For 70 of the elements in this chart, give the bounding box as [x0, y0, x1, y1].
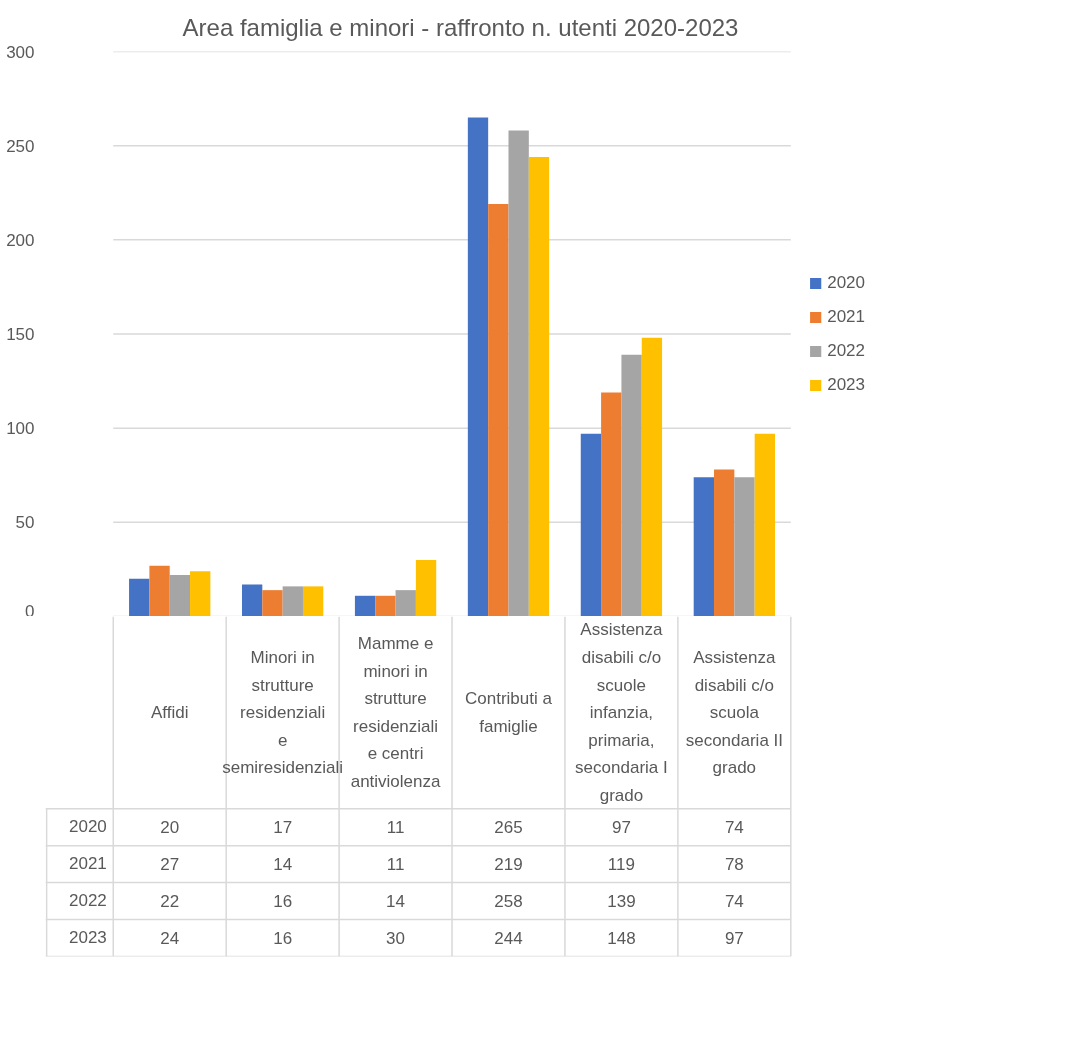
data-label: 27	[160, 855, 180, 875]
text: 2020	[69, 817, 107, 836]
bar	[262, 590, 283, 616]
legend-label: 2021	[827, 306, 865, 327]
bar	[754, 433, 775, 616]
bar	[601, 392, 622, 616]
bar	[641, 337, 663, 616]
data-label: 24	[160, 929, 180, 949]
bar	[129, 578, 150, 616]
x-tick-label: Affidi	[150, 703, 189, 723]
bar	[375, 595, 396, 616]
data-label: 119	[607, 855, 635, 875]
data-label: 265	[494, 818, 523, 838]
data-label: 16	[273, 892, 293, 912]
data-label: 11	[386, 855, 405, 875]
y-tick-label: 0	[25, 601, 35, 621]
y-tick-label: 250	[6, 136, 35, 156]
data-label: 219	[494, 855, 523, 875]
data-label: 20	[160, 818, 180, 838]
data-label: 97	[724, 929, 744, 949]
bar	[149, 565, 170, 616]
data-label: 148	[607, 929, 636, 949]
bar	[508, 130, 529, 616]
data-label: 17	[273, 818, 293, 838]
legend-label: 2020	[827, 272, 865, 293]
y-tick-label: 200	[6, 230, 35, 250]
x-tick-label: Assistenza disabili c/o scuole infanzia, primaria, secondaria I grado	[575, 620, 668, 805]
bar	[580, 433, 602, 616]
bar	[488, 204, 509, 616]
bar	[734, 477, 755, 616]
text: 2023	[69, 928, 107, 947]
bar	[693, 477, 715, 616]
bar	[714, 469, 735, 616]
bar	[354, 595, 376, 616]
data-label: 14	[273, 855, 293, 875]
y-tick-label: 100	[6, 419, 35, 439]
bar	[528, 156, 550, 616]
data-label: 16	[273, 929, 293, 949]
legend-label: 2023	[827, 374, 865, 395]
bar	[282, 586, 303, 616]
y-tick-label: 50	[15, 513, 35, 533]
bar	[621, 354, 642, 616]
bar	[302, 586, 324, 616]
y-tick-label: 150	[6, 325, 35, 344]
data-label: 74	[724, 818, 744, 838]
bar	[415, 560, 437, 616]
data-label: 258	[494, 892, 523, 912]
x-tick-label: Assistenza disabili c/o scuola secondaria II grado	[685, 647, 784, 778]
text: 2021	[69, 854, 107, 873]
data-label: 244	[494, 929, 523, 949]
data-label: 139	[607, 892, 636, 912]
data-label: 74	[724, 892, 744, 912]
data-label: 30	[386, 929, 406, 949]
data-label: 11	[386, 818, 405, 838]
x-tick-label: Minori in strutture residenziali e semiresidenziali	[222, 647, 344, 778]
bar	[169, 575, 191, 616]
bar	[467, 117, 489, 616]
text: 2022	[69, 891, 107, 910]
data-label: 78	[724, 855, 744, 875]
bar	[395, 590, 416, 616]
legend-label: 2022	[827, 340, 865, 361]
bar	[190, 571, 211, 616]
data-label: 97	[611, 818, 631, 838]
x-tick-label: Mamme e minori in strutture residenziali e centri antiviolenza	[350, 634, 441, 791]
y-tick-label: 300	[6, 42, 35, 62]
data-label: 14	[386, 892, 406, 912]
x-tick-label: Contributi a famiglie	[465, 689, 553, 736]
data-label: 22	[160, 892, 180, 912]
bar	[241, 584, 263, 616]
chart-title: Area famiglia e minori - raffronto n. utenti 2020-2023	[182, 13, 739, 41]
